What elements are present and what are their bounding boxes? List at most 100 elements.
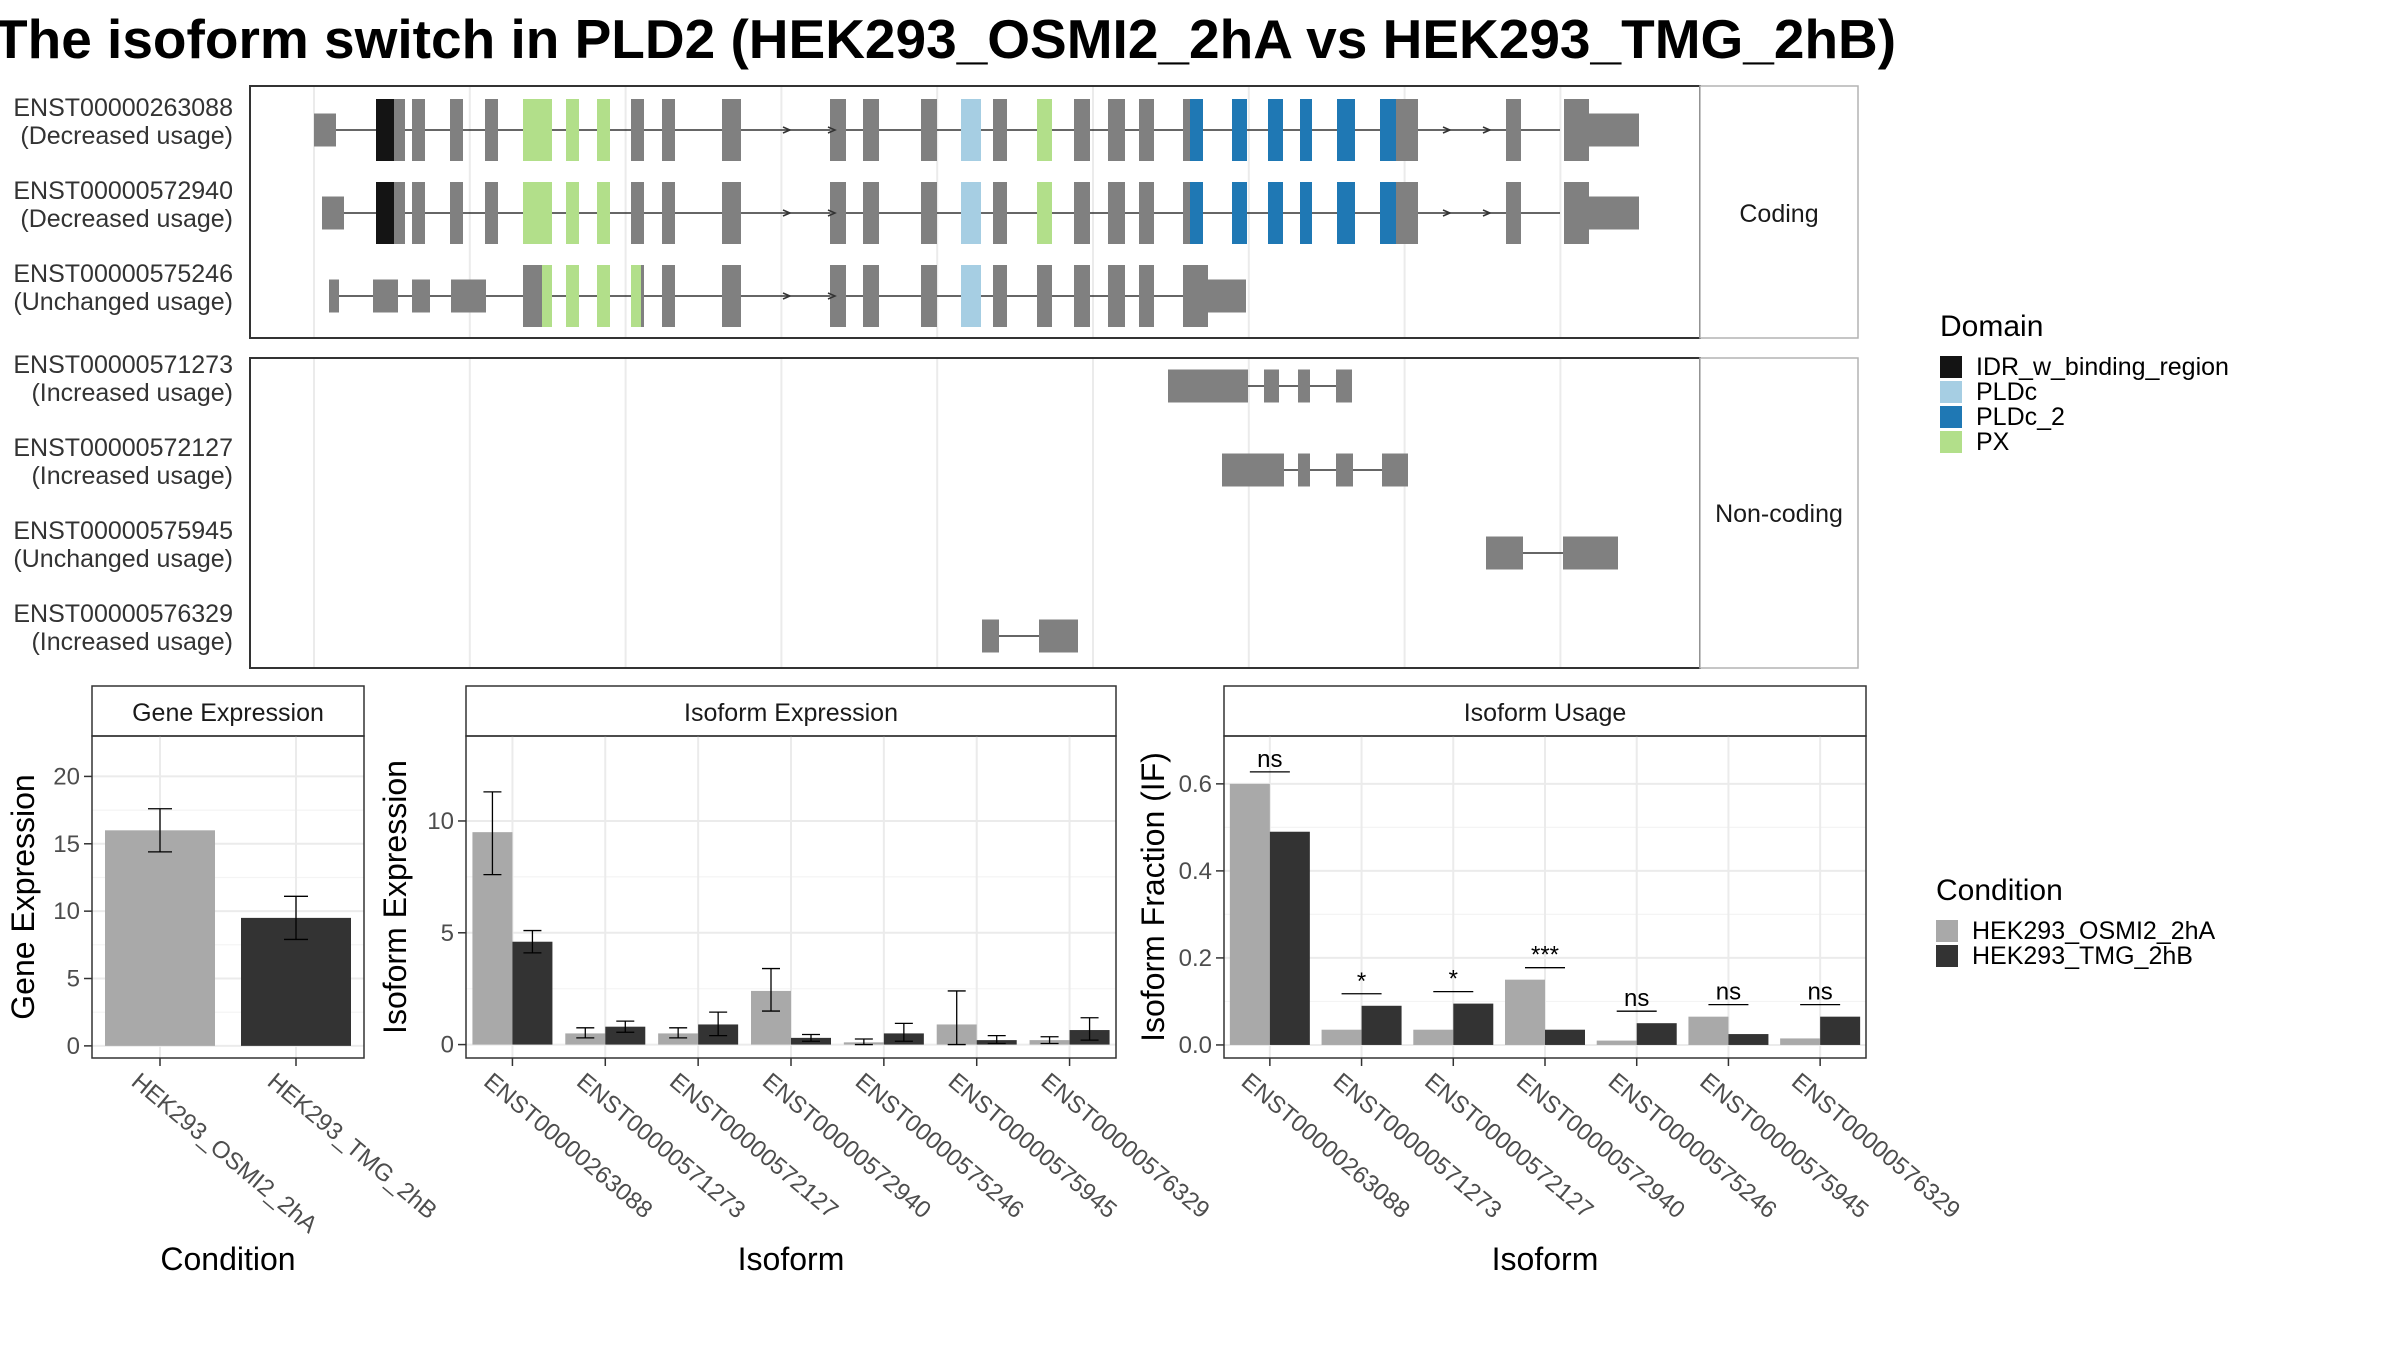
exon bbox=[1264, 369, 1279, 403]
exon bbox=[1139, 182, 1154, 244]
y-tick-label: 10 bbox=[53, 898, 80, 925]
chart-title-strip bbox=[91, 685, 365, 737]
px-domain bbox=[523, 99, 552, 161]
px-domain bbox=[1037, 182, 1052, 244]
exon bbox=[373, 279, 398, 313]
condition-legend-title: Condition bbox=[1936, 874, 2063, 907]
exon bbox=[1074, 99, 1090, 161]
significance-label: ns bbox=[1807, 979, 1832, 1006]
pldc2-domain bbox=[1232, 99, 1247, 161]
transcript-labels: ENST00000263088(Decreased usage)ENST0000… bbox=[13, 94, 233, 656]
exon bbox=[1074, 265, 1090, 327]
x-axis-title: Isoform bbox=[1492, 1241, 1599, 1277]
y-tick-label: 0 bbox=[441, 1032, 454, 1059]
exon bbox=[485, 99, 498, 161]
bar bbox=[105, 830, 215, 1046]
bar bbox=[1453, 1003, 1494, 1045]
exon bbox=[1506, 99, 1521, 161]
noncoding-strip bbox=[1699, 357, 1859, 669]
pldc2-domain bbox=[1380, 182, 1396, 244]
chart-title: Isoform Usage bbox=[1464, 699, 1627, 727]
x-tick-label: ENST00000575246 bbox=[1603, 1068, 1782, 1224]
direction-arrow bbox=[1482, 126, 1492, 134]
x-tick-label: ENST00000572127 bbox=[1419, 1068, 1598, 1224]
bar bbox=[1229, 783, 1270, 1045]
exon bbox=[412, 279, 430, 313]
direction-arrow bbox=[1442, 126, 1452, 134]
x-tick-label: ENST00000572127 bbox=[664, 1068, 843, 1224]
x-axis-title: Isoform bbox=[738, 1241, 845, 1277]
bar bbox=[512, 941, 553, 1045]
pldc-domain bbox=[961, 182, 981, 244]
bar bbox=[1321, 1029, 1362, 1045]
domain-legend-label: PLDc bbox=[1976, 378, 2037, 406]
exon bbox=[451, 279, 486, 313]
chart-title: Gene Expression bbox=[132, 699, 324, 727]
transcript-id-label: ENST00000572127 bbox=[13, 434, 233, 462]
exon bbox=[1298, 369, 1310, 403]
exon bbox=[450, 182, 463, 244]
px-domain bbox=[523, 182, 552, 244]
direction-arrow bbox=[1482, 209, 1492, 217]
y-tick-label: 20 bbox=[53, 763, 80, 790]
exon bbox=[1336, 369, 1352, 403]
exon bbox=[1564, 99, 1589, 161]
y-tick-label: 0 bbox=[67, 1033, 80, 1060]
figure-title: The isoform switch in PLD2 (HEK293_OSMI2… bbox=[0, 8, 1896, 70]
condition-legend-key bbox=[1936, 920, 1958, 942]
exon bbox=[830, 182, 846, 244]
y-axis-title: Gene Expression bbox=[5, 774, 41, 1019]
direction-arrow bbox=[782, 292, 792, 300]
pldc2-domain bbox=[1232, 182, 1247, 244]
x-tick-label: ENST00000572940 bbox=[1511, 1068, 1690, 1224]
exon bbox=[631, 99, 644, 161]
pldc2-domain bbox=[1300, 99, 1312, 161]
exon bbox=[993, 265, 1007, 327]
exon bbox=[1563, 536, 1618, 570]
exon bbox=[921, 99, 937, 161]
pldc2-domain bbox=[1337, 182, 1355, 244]
y-tick-label: 5 bbox=[67, 966, 80, 993]
exon bbox=[1168, 369, 1248, 403]
isoform-expression-chart: Isoform Expression0510ENST00000263088ENS… bbox=[377, 685, 1215, 1277]
exon bbox=[322, 196, 344, 230]
pldc2-domain bbox=[1337, 99, 1355, 161]
exon bbox=[993, 99, 1007, 161]
bar bbox=[658, 1033, 699, 1045]
y-tick-label: 0.4 bbox=[1179, 858, 1212, 885]
px-domain bbox=[597, 99, 610, 161]
significance-label: *** bbox=[1531, 942, 1559, 969]
exon bbox=[662, 99, 675, 161]
condition-legend-label: HEK293_TMG_2hB bbox=[1972, 942, 2193, 970]
px-domain bbox=[597, 265, 610, 327]
pldc-domain bbox=[961, 265, 981, 327]
exon bbox=[1589, 196, 1639, 230]
px-domain bbox=[566, 182, 579, 244]
direction-arrow bbox=[827, 126, 837, 134]
domain-legend-key bbox=[1940, 381, 1962, 403]
bar bbox=[1413, 1029, 1454, 1045]
x-tick-label: ENST00000572940 bbox=[757, 1068, 936, 1224]
exon bbox=[314, 113, 336, 147]
exon bbox=[982, 619, 999, 653]
exon bbox=[1108, 182, 1125, 244]
bar bbox=[1505, 979, 1545, 1045]
y-tick-label: 0.0 bbox=[1179, 1032, 1212, 1059]
exon bbox=[329, 279, 339, 313]
exon bbox=[1222, 453, 1284, 487]
significance-label: ns bbox=[1716, 979, 1741, 1006]
direction-arrow bbox=[827, 209, 837, 217]
x-tick-label: ENST00000576329 bbox=[1036, 1068, 1215, 1224]
bar bbox=[565, 1033, 606, 1045]
exon bbox=[412, 182, 425, 244]
domain-legend-key bbox=[1940, 406, 1962, 428]
panel-border bbox=[91, 735, 365, 1059]
transcript-shapes bbox=[314, 99, 1639, 653]
px-domain bbox=[566, 99, 579, 161]
exon bbox=[412, 99, 425, 161]
exon bbox=[1589, 113, 1639, 147]
bar bbox=[1269, 831, 1310, 1045]
transcript-usage-label: (Increased usage) bbox=[31, 462, 233, 490]
significance-label: * bbox=[1357, 968, 1366, 995]
